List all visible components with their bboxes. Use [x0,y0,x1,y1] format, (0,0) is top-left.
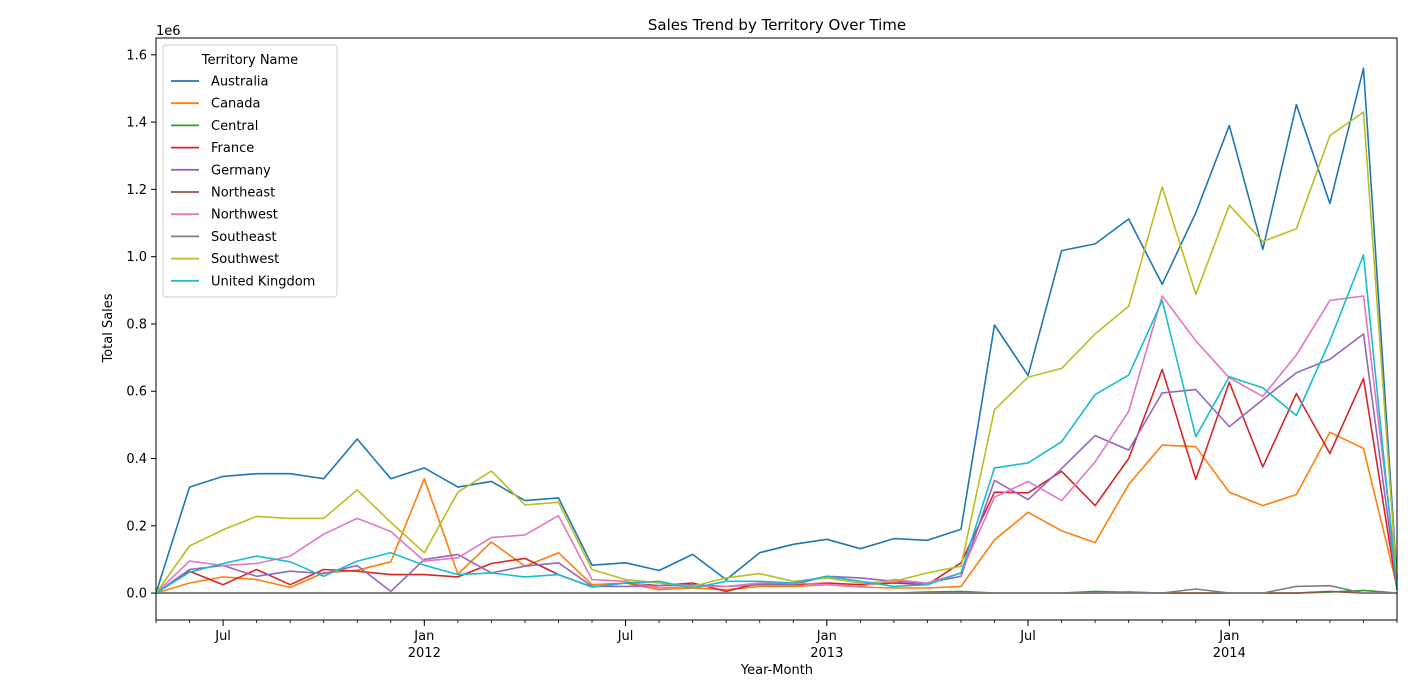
legend-entry: United Kingdom [211,274,315,289]
x-tick-label: Jul [1019,629,1036,644]
y-offset-label: 1e6 [156,24,181,39]
series-line-france [155,368,1398,594]
x-tick-year-label: 2013 [810,646,843,661]
legend-entry: Central [211,119,258,134]
y-tick-label: 0.2 [126,519,147,534]
y-tick-label: 1.2 [126,183,147,198]
x-tick-label: Jan [1218,629,1239,644]
series-line-australia [155,67,1398,594]
axes: 0.0 0.2 0.4 0.6 0.8 1.0 1.2 1.4 1.6 Jul Jan 2012 Jul… [126,37,1398,661]
chart-title: Sales Trend by Territory Over Time [648,16,906,34]
series-line-northwest [155,295,1398,594]
x-axis-label: Year-Month [740,663,813,678]
y-axis-label: Total Sales [101,293,116,363]
series-line-canada [155,431,1398,594]
x-tick-label: Jul [214,629,231,644]
series-line-germany [155,333,1398,594]
y-tick-label: 1.0 [126,250,147,265]
x-tick-year-label: 2012 [408,646,441,661]
legend-entry: France [211,141,254,156]
legend-entry: Canada [211,97,260,112]
legend-box [162,44,338,298]
y-tick-label: 0.6 [126,385,147,400]
legend-entry: Northwest [211,208,278,223]
plot-area [155,67,1398,594]
legend-entry: Australia [211,75,269,90]
y-tick-label: 0.0 [126,587,147,602]
y-tick-label: 1.6 [126,48,147,63]
legend-entry: Southwest [211,252,279,267]
x-tick-label: Jan [413,629,434,644]
y-tick-label: 0.8 [126,317,147,332]
axes-frame [155,37,1398,621]
series-line-united-kingdom [155,254,1398,594]
x-tick-label: Jul [617,629,634,644]
series-line-southeast [156,584,1397,594]
series-line-southwest [155,111,1398,594]
legend: Territory Name Australia Canada Central Fran… [162,44,338,298]
x-tick-year-label: 2014 [1213,646,1246,661]
legend-entry: Northeast [211,186,275,201]
x-tick-label: Jan [816,629,837,644]
y-tick-label: 0.4 [126,452,147,467]
legend-entry: Southeast [211,230,277,245]
legend-entry: Germany [211,163,271,178]
legend-title: Territory Name [201,53,298,68]
y-tick-label: 1.4 [126,116,147,131]
